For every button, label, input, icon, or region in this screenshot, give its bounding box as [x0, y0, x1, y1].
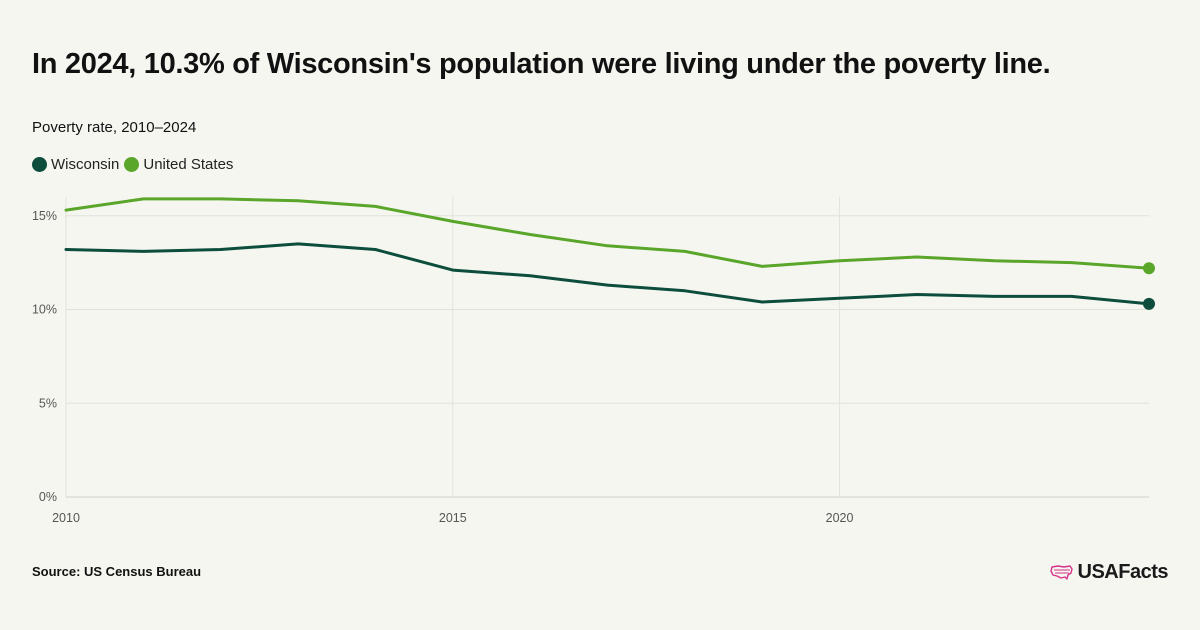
- chart-title: In 2024, 10.3% of Wisconsin's population…: [32, 48, 1051, 80]
- series-line-wisconsin: [64, 242, 1151, 306]
- x-tick-label: 2020: [826, 511, 854, 525]
- chart-subtitle: Poverty rate, 2010–2024: [32, 119, 197, 136]
- series-line-united-states: [64, 197, 1151, 270]
- legend-swatch-united-states: [124, 157, 140, 172]
- x-tick-label: 2010: [52, 511, 80, 525]
- legend-label-united-states: United States: [143, 156, 234, 173]
- end-marker-united-states: [1143, 262, 1155, 275]
- x-tick-label: 2015: [439, 511, 467, 525]
- logo-text: USAFacts: [1077, 561, 1169, 583]
- source-note: Source: US Census Bureau: [32, 564, 202, 579]
- end-marker-wisconsin: [1143, 297, 1155, 310]
- y-tick-label: 15%: [32, 209, 57, 223]
- legend-item-wisconsin: Wisconsin: [32, 156, 119, 173]
- legend-label-wisconsin: Wisconsin: [51, 156, 120, 173]
- y-tick-label: 5%: [39, 396, 57, 410]
- us-map-icon: [1049, 564, 1073, 580]
- y-tick-label: 0%: [39, 490, 57, 504]
- legend-swatch-wisconsin: [32, 157, 47, 172]
- legend: Wisconsin United States: [32, 156, 238, 173]
- legend-item-united-states: United States: [124, 156, 233, 173]
- usafacts-logo[interactable]: USAFacts: [1049, 561, 1169, 584]
- y-tick-label: 10%: [32, 303, 57, 317]
